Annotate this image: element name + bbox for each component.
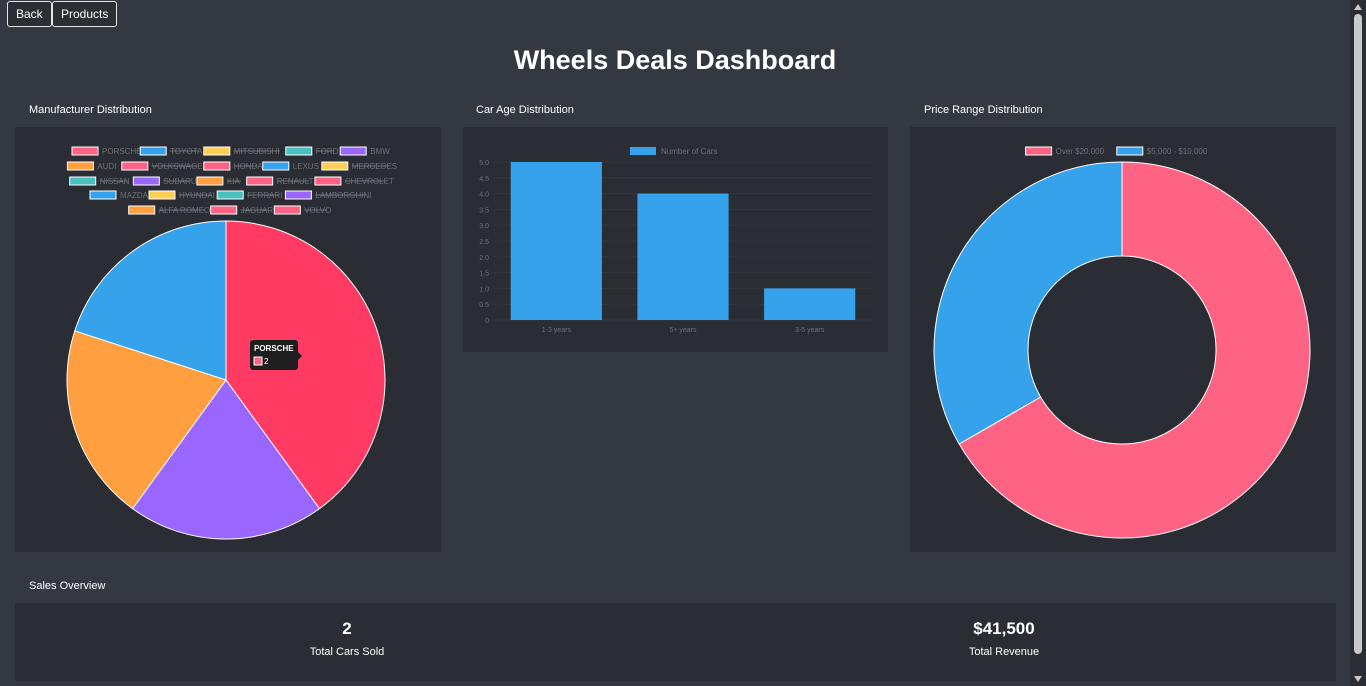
legend-item-nissan[interactable]: NISSAN bbox=[69, 176, 130, 186]
legend-item-volkswagen[interactable]: VOLKSWAGEN bbox=[121, 161, 209, 171]
legend-item-audi[interactable]: AUDI bbox=[66, 161, 117, 171]
legend-label: BMW bbox=[370, 147, 390, 156]
age-bar-chart[interactable]: Number of Cars 0 0.5 1.0 1.5 2.0 2.5 3.0 3.5 4.0 4… bbox=[463, 127, 888, 352]
products-button[interactable]: Products bbox=[52, 1, 118, 27]
y-tick-label: 0 bbox=[485, 318, 489, 325]
pie-tooltip: PORSCHE 2 bbox=[250, 340, 302, 370]
legend-item-mercedes[interactable]: MERCEDES bbox=[321, 161, 397, 171]
y-tick-label: 3.0 bbox=[479, 223, 489, 230]
bar-legend-label: Number of Cars bbox=[661, 147, 717, 156]
legend-item-porsche[interactable]: PORSCHE bbox=[71, 146, 142, 156]
y-tick-label: 4.0 bbox=[479, 192, 489, 199]
sales-panel: 2 Total Cars Sold $41,500 Total Revenue bbox=[15, 603, 1336, 681]
bar-1-3-years[interactable] bbox=[510, 162, 602, 320]
bar-legend-item[interactable]: Number of Cars bbox=[630, 147, 717, 156]
legend-item-kia[interactable]: KIA bbox=[196, 176, 241, 186]
revenue-value: $41,500 bbox=[973, 619, 1035, 638]
donut-legend-label: $5,000 - $10,000 bbox=[1147, 147, 1208, 156]
revenue-label: Total Revenue bbox=[968, 646, 1040, 658]
scrollbar-thumb[interactable] bbox=[1354, 14, 1362, 654]
legend-item-mazda[interactable]: MAZDA bbox=[89, 190, 149, 200]
y-tick-label: 1.5 bbox=[479, 271, 489, 278]
manufacturer-panel: PORSCHE TOYOTA MITSUBISHI FORD BMW AUDI VOLKSW… bbox=[15, 127, 441, 552]
y-tick-label: 1.0 bbox=[479, 286, 489, 293]
legend-item-ford[interactable]: FORD bbox=[285, 146, 339, 156]
legend-item-volvo[interactable]: VOLVO bbox=[273, 205, 331, 215]
legend-item-honda[interactable]: HONDA bbox=[203, 161, 264, 171]
page-title: Wheels Deals Dashboard bbox=[513, 45, 837, 75]
donut-legend-item-over-20-000[interactable]: Over $20,000 bbox=[1025, 146, 1105, 156]
price-panel: Over $20,000 $5,000 - $10,000 bbox=[910, 127, 1336, 552]
page-scrollbar[interactable] bbox=[1350, 0, 1366, 686]
x-tick-label: 3-5 years bbox=[795, 327, 825, 334]
bar-3-5-years[interactable] bbox=[764, 288, 856, 320]
donut-slice-over-20-000[interactable] bbox=[958, 161, 1311, 539]
cars-sold-label: Total Cars Sold bbox=[309, 646, 385, 658]
y-tick-label: 3.5 bbox=[479, 207, 489, 214]
tooltip-title: PORSCHE bbox=[254, 344, 294, 353]
cars-sold-value: 2 bbox=[342, 619, 352, 638]
legend-item-chevrolet[interactable]: CHEVROLET bbox=[314, 176, 394, 186]
y-tick-label: 5.0 bbox=[479, 160, 489, 167]
pie-slice-bmw[interactable] bbox=[131, 379, 321, 540]
y-tick-label: 4.5 bbox=[479, 176, 489, 183]
legend-label: MAZDA bbox=[120, 191, 149, 200]
donut-legend-label: Over $20,000 bbox=[1056, 147, 1105, 156]
pie-slice-audi[interactable] bbox=[66, 330, 227, 510]
age-panel: Number of Cars 0 0.5 1.0 1.5 2.0 2.5 3.0 3.5 4.0 4… bbox=[463, 127, 888, 352]
legend-label: AUDI bbox=[97, 162, 116, 171]
legend-item-subaru[interactable]: SUBARU bbox=[132, 176, 197, 186]
x-tick-label: 5+ years bbox=[669, 327, 697, 334]
legend-item-toyota[interactable]: TOYOTA bbox=[139, 146, 203, 156]
price-section-title: Price Range Distribution bbox=[924, 104, 1043, 116]
legend-item-jaguar[interactable]: JAGUAR bbox=[210, 205, 274, 215]
donut-legend-item-5-000-10-000[interactable]: $5,000 - $10,000 bbox=[1116, 146, 1208, 156]
x-tick-label: 1-3 years bbox=[542, 327, 572, 334]
legend-item-lexus[interactable]: LEXUS bbox=[262, 161, 319, 171]
pie-slice-lexus[interactable] bbox=[74, 220, 227, 381]
scroll-up-icon[interactable] bbox=[1354, 4, 1362, 10]
legend-item-ferrari[interactable]: FERRARI bbox=[216, 190, 282, 200]
legend-item-alfa-romeo[interactable]: ALFA ROMEO bbox=[128, 205, 211, 215]
age-section-title: Car Age Distribution bbox=[476, 104, 574, 116]
y-tick-label: 2.0 bbox=[479, 255, 489, 262]
legend-item-mitsubishi[interactable]: MITSUBISHI bbox=[203, 146, 280, 156]
tooltip-value: 2 bbox=[264, 357, 269, 366]
donut-slice-5-000-10-000[interactable] bbox=[933, 161, 1123, 445]
scroll-down-icon[interactable] bbox=[1354, 676, 1362, 682]
legend-item-lamborghini[interactable]: LAMBORGHINI bbox=[284, 190, 371, 200]
bar-5-years[interactable] bbox=[637, 193, 729, 320]
manufacturer-section-title: Manufacturer Distribution bbox=[29, 104, 152, 116]
legend-item-renault[interactable]: RENAULT bbox=[246, 176, 314, 186]
price-doughnut-chart[interactable]: Over $20,000 $5,000 - $10,000 bbox=[910, 127, 1336, 552]
legend-label: LEXUS bbox=[293, 162, 319, 171]
legend-item-hyundai[interactable]: HYUNDAI bbox=[148, 190, 215, 200]
y-tick-label: 0.5 bbox=[479, 302, 489, 309]
legend-item-bmw[interactable]: BMW bbox=[339, 146, 390, 156]
back-button[interactable]: Back bbox=[7, 1, 52, 27]
sales-section-title: Sales Overview bbox=[29, 580, 106, 592]
legend-label: PORSCHE bbox=[102, 147, 142, 156]
pie-slice-porsche[interactable] bbox=[225, 220, 386, 510]
y-tick-label: 2.5 bbox=[479, 239, 489, 246]
